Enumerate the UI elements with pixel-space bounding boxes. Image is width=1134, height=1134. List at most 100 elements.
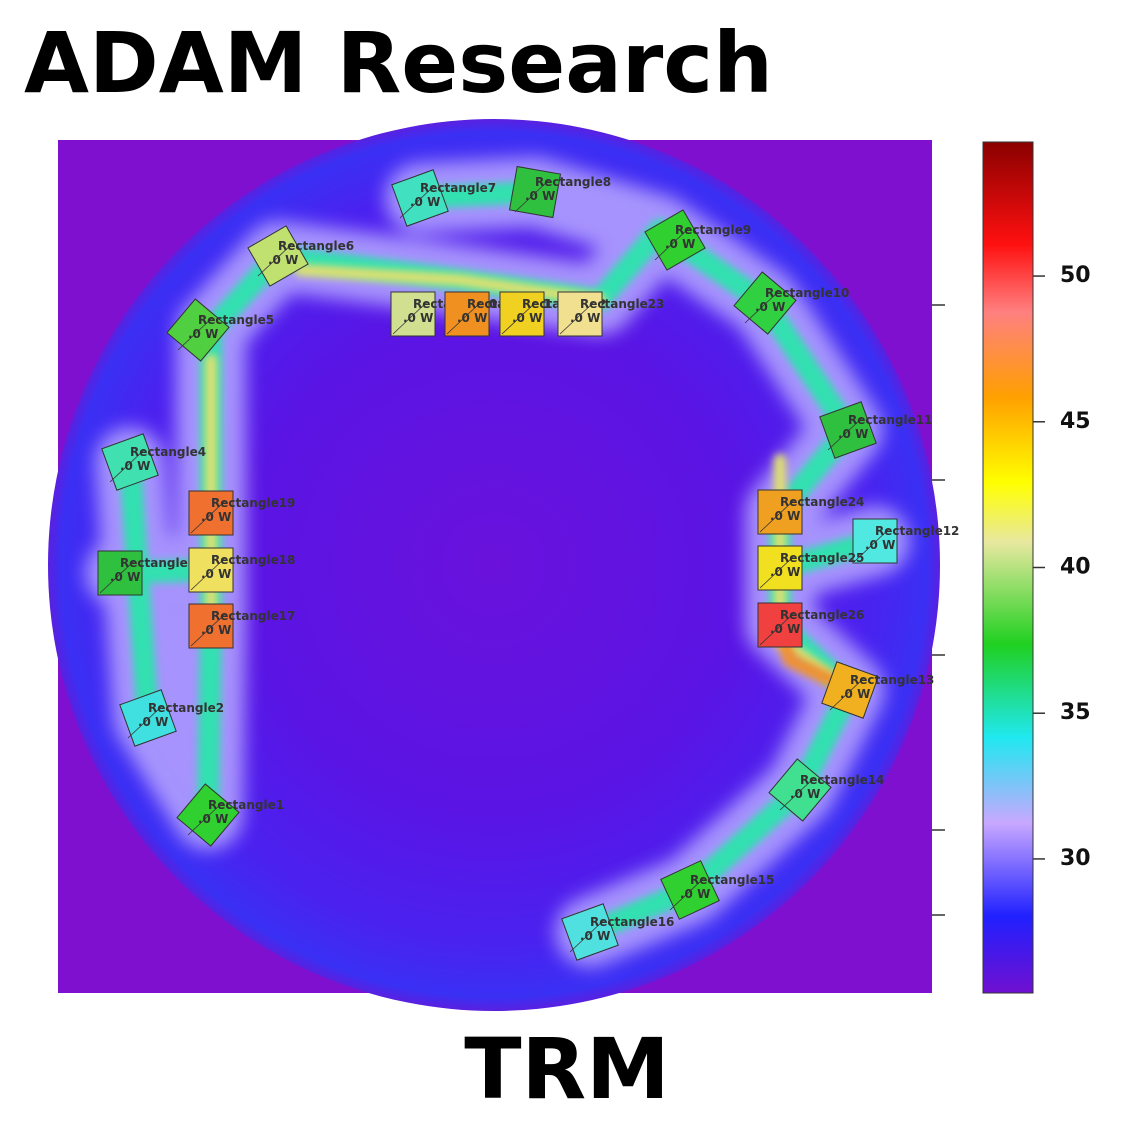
component-power: .0 W [138,715,168,729]
component: Rectangle2.0 W [119,689,224,747]
component-lead [257,243,293,277]
component-lead [779,777,815,811]
component-power: .0 W [665,237,695,251]
component: Rectangle10.0 W [733,271,849,335]
component: Rectangle4.0 W [101,433,206,491]
component-lead [127,705,163,739]
component-box [97,550,143,596]
component-label: Rectangle8 [535,175,611,189]
component-lead [569,919,605,953]
component-power: .0 W [110,570,140,584]
component-label: Rectangle5 [198,313,274,327]
component-power: .0 W [120,459,150,473]
component-power: .0 W [770,509,800,523]
component-power: .0 W [770,565,800,579]
component: Rectangle23.0 W [557,291,664,337]
component: Rectangle26.0 W [757,602,864,648]
component-lead [190,613,226,647]
component-label: Rectangle3 [120,556,196,570]
component: Rectangle9.0 W [644,209,751,271]
component-lead [109,449,145,483]
component: Rectangle14.0 W [768,758,884,822]
component-label: Rectangle16 [590,915,674,929]
component-lead [854,528,890,562]
component-power: .0 W [838,427,868,441]
component: Rectangle17.0 W [188,603,295,649]
colorbar-tick-label: 30 [1060,846,1091,871]
component-power: .0 W [755,300,785,314]
component-power: .0 W [790,787,820,801]
title: ADAM Research [24,14,773,112]
component-lead [501,301,537,335]
component-power: .0 W [680,887,710,901]
component: Rectangle13.0 W [821,661,934,719]
component-label: Rectangle25 [780,551,864,565]
component-lead [392,301,428,335]
component-label: Rectangle19 [211,496,295,510]
component-lead [187,802,223,836]
component-label: Rectangle17 [211,609,295,623]
component-power: .0 W [865,538,895,552]
component-lead [514,179,550,213]
component-label: Rectangle10 [765,286,849,300]
component-lead [99,560,135,594]
component-lead [759,555,795,589]
component-label: Rectangle24 [780,495,864,509]
component-label: Rectangle15 [690,873,774,887]
component: Rectangle15.0 W [660,860,774,920]
component-lead [654,227,690,261]
component: Rectangle7.0 W [391,169,496,227]
component-lead [559,301,595,335]
component-power: .0 W [403,311,433,325]
component-power: .0 W [512,311,542,325]
component-power: .0 W [268,253,298,267]
component-lead [190,557,226,591]
component: Rectangle16.0 W [561,903,674,961]
disk [48,119,940,1011]
component: Rectangle3.0 W [97,550,196,596]
component-lead [669,877,705,911]
component-power: .0 W [770,622,800,636]
component-power: .0 W [525,189,555,203]
colorbar-tick-label: 40 [1060,555,1091,580]
component-label: Rectangle14 [800,773,884,787]
component: Rectangle1.0 W [176,783,284,847]
component-lead [399,185,435,219]
component-power: .0 W [410,195,440,209]
component-power: .0 W [188,327,218,341]
component-lead [759,612,795,646]
colorbar-tick-label: 35 [1060,700,1091,725]
colorbar-ticks: 30 35 40 45 50 [1033,263,1091,871]
component-power: .0 W [840,687,870,701]
component-power: .0 W [201,623,231,637]
component-lead [177,317,213,351]
component-label: Rectangle2 [148,701,224,715]
component-power: .0 W [201,510,231,524]
component-lead [190,500,226,534]
component: Rectangle5.0 W [166,298,274,362]
component: Rectangle19.0 W [188,490,295,536]
component-label: Rectangle12 [875,524,959,538]
component: Rectangle25.0 W [757,545,864,591]
component-power: .0 W [580,929,610,943]
component-lead [744,290,780,324]
component-label: Rectangle18 [211,553,295,567]
component: Rectangle18.0 W [188,547,295,593]
component-lead [759,499,795,533]
component-label: Rectangle4 [130,445,206,459]
component-label: Rectangle23 [580,297,664,311]
caption: TRM [464,1020,670,1118]
component: Rectangle8.0 W [508,165,611,219]
component-label: Rectangle6 [278,239,354,253]
plot-ticks [932,304,945,916]
component: Rectangle6.0 W [247,225,354,287]
colorbar-tick-label: 50 [1060,263,1091,288]
component: Rectangle12.0 W [852,518,959,564]
component: Rectangle11.0 W [819,401,932,459]
component-label: Rectangle26 [780,608,864,622]
component-label: Rectangle1 [208,798,284,812]
component-label: Rectangle11 [848,413,932,427]
component-power: .0 W [457,311,487,325]
